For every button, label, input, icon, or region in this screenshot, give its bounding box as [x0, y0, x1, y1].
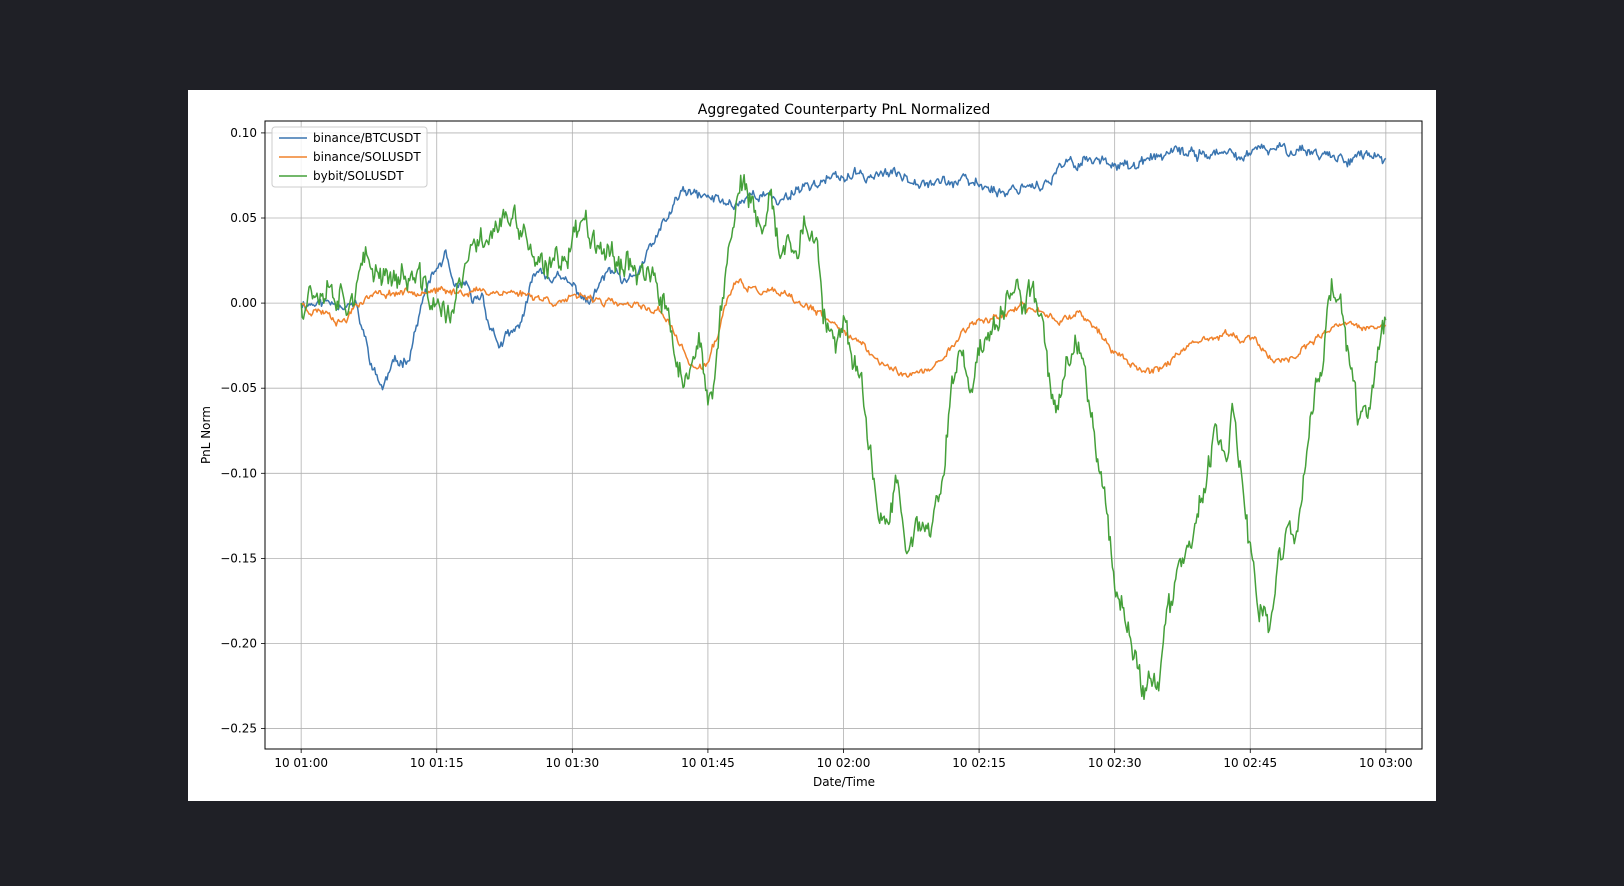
- legend-label-bybit-solusdt: bybit/SOLUSDT: [313, 169, 404, 183]
- y-tick-label: 0.00: [230, 296, 257, 310]
- y-tick-label: −0.25: [220, 722, 257, 736]
- x-tick-label: 10 02:00: [817, 756, 871, 770]
- x-tick-label: 10 02:15: [952, 756, 1006, 770]
- chart-figure: Aggregated Counterparty PnL Normalized 1…: [188, 90, 1436, 801]
- y-axis-label: PnL Norm: [199, 406, 213, 464]
- x-tick-label: 10 01:15: [410, 756, 464, 770]
- y-tick-label: −0.10: [220, 466, 257, 480]
- x-tick-label: 10 02:30: [1088, 756, 1142, 770]
- legend-box: [271, 126, 428, 188]
- x-tick-label: 10 01:45: [681, 756, 735, 770]
- legend-label-binance-btcusdt: binance/BTCUSDT: [313, 131, 421, 145]
- grid-layer: [265, 121, 1422, 749]
- chart-title: Aggregated Counterparty PnL Normalized: [698, 102, 990, 118]
- chart-svg: Aggregated Counterparty PnL Normalized 1…: [199, 102, 1423, 789]
- x-tick-label: 10 01:30: [545, 756, 599, 770]
- x-axis-label: Date/Time: [813, 775, 875, 789]
- legend: binance/BTCUSDT binance/SOLUSDT bybit/SO…: [271, 126, 428, 188]
- series-line-bybit-solusdt: [300, 174, 1387, 701]
- y-tick-label: −0.05: [220, 381, 257, 395]
- x-tick-label: 10 03:00: [1359, 756, 1413, 770]
- tick-layer: 10 01:00 10 01:15 10 01:30 10 01:45 10 02:00…: [220, 126, 1412, 770]
- legend-label-binance-solusdt: binance/SOLUSDT: [313, 150, 421, 164]
- y-tick-label: 0.05: [230, 211, 257, 225]
- y-tick-label: −0.20: [220, 636, 257, 650]
- x-tick-label: 10 01:00: [274, 756, 328, 770]
- y-tick-label: −0.15: [220, 551, 257, 565]
- y-tick-label: 0.10: [230, 126, 257, 140]
- x-tick-label: 10 02:45: [1223, 756, 1277, 770]
- series-line-binance-btcusdt: [300, 142, 1387, 391]
- series-layer: [300, 142, 1387, 701]
- series-line-binance-solusdt: [300, 278, 1387, 378]
